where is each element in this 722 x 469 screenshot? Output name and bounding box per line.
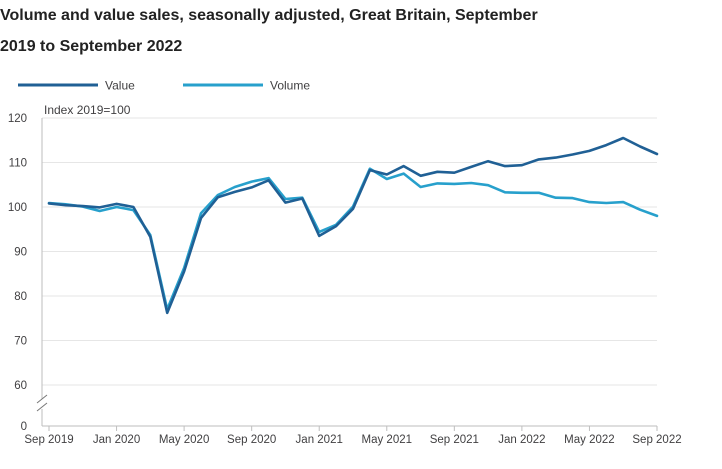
axis-break-mark	[36, 402, 48, 412]
axes	[36, 118, 657, 427]
x-axis-ticks: Sep 2019 Jan 2020 May 2020 Sep 2020 Jan 2021…	[24, 426, 682, 446]
axis-break-mark	[36, 394, 48, 404]
x-tick-label-9: Sep 2022	[632, 434, 681, 446]
y-tick-label-90: 90	[14, 247, 27, 259]
y-tick-label-70: 70	[14, 336, 27, 348]
y-tick-label-110: 110	[9, 158, 27, 170]
legend-label-value: Value	[105, 79, 135, 93]
chart-title-line-2: 2019 to September 2022	[0, 38, 183, 55]
x-tick-label-6: Sep 2021	[430, 434, 479, 446]
grid-lines	[42, 117, 657, 386]
x-tick-label-7: Jan 2022	[498, 434, 545, 446]
axis-break-gap	[37, 399, 47, 409]
series-line-value	[47, 136, 659, 315]
y-axis-label: Index 2019=100	[44, 103, 131, 117]
x-tick-label-5: May 2021	[362, 434, 413, 446]
x-tick-label-1: Jan 2020	[93, 434, 140, 446]
chart-legend: Value Volume	[18, 79, 310, 93]
x-tick-label-3: Sep 2020	[227, 434, 276, 446]
x-tick-label-2: May 2020	[159, 434, 210, 446]
legend-label-volume: Volume	[270, 79, 310, 93]
x-tick-label-8: May 2022	[564, 434, 615, 446]
data-series	[47, 136, 659, 315]
series-line-volume	[47, 167, 659, 311]
y-axis-ticks: 0 60 70 80 90 100 110 120	[8, 113, 27, 433]
y-tick-label-60: 60	[14, 380, 27, 392]
y-tick-label-120: 120	[8, 113, 27, 125]
x-tick-label-0: Sep 2019	[24, 434, 73, 446]
y-tick-label-0: 0	[21, 421, 27, 433]
y-tick-label-100: 100	[8, 202, 27, 214]
y-tick-label-80: 80	[14, 291, 27, 303]
x-tick-label-4: Jan 2021	[296, 434, 343, 446]
chart-title-line-1: Volume and value sales, seasonally adjus…	[0, 7, 538, 24]
